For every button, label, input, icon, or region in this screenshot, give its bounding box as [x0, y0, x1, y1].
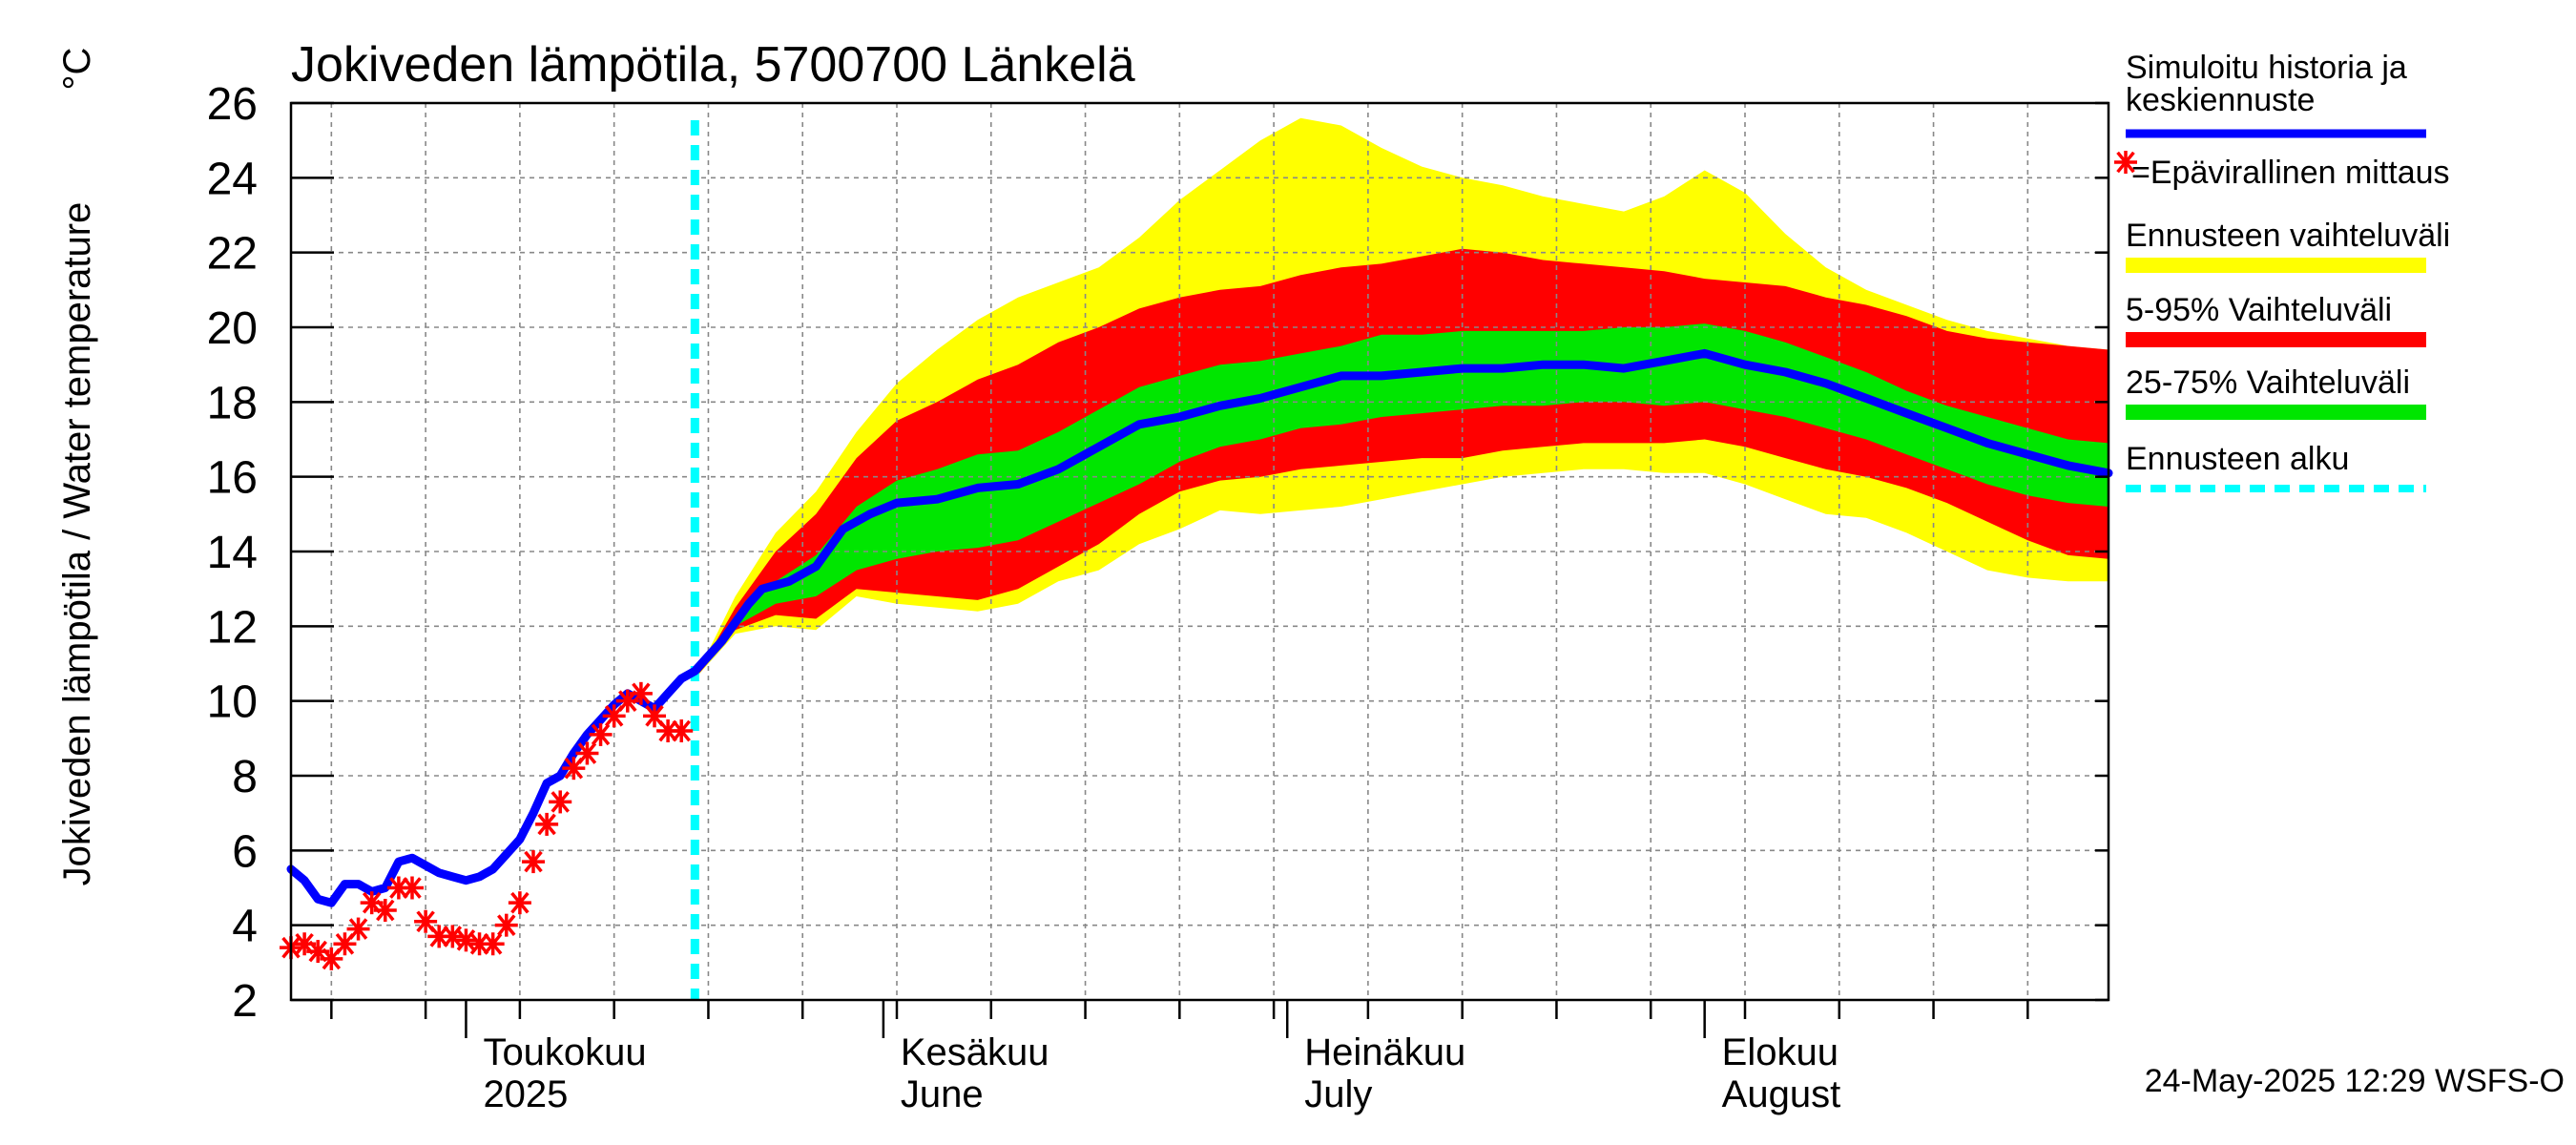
y-axis-unit: °C — [56, 48, 98, 91]
legend-swatch — [2114, 151, 2137, 174]
legend-item: 5-95% Vaihteluväli — [2126, 292, 2426, 347]
x-tick-sublabel: July — [1304, 1073, 1372, 1115]
y-tick-label: 2 — [232, 976, 258, 1027]
observation-point — [346, 917, 370, 941]
legend-label: Ennusteen alku — [2126, 441, 2349, 477]
legend-label: Simuloitu historia ja — [2126, 50, 2407, 86]
x-tick-label: Toukokuu — [483, 1031, 646, 1073]
y-tick-label: 10 — [207, 677, 258, 728]
legend-item: 25-75% Vaihteluväli — [2126, 364, 2426, 420]
observation-point — [454, 928, 478, 952]
legend-label: Ennusteen vaihteluväli — [2126, 218, 2450, 254]
y-tick-label: 16 — [207, 453, 258, 504]
axes: 2468101214161820222426Toukokuu2025Kesäku… — [207, 79, 2110, 1115]
y-tick-label: 22 — [207, 229, 258, 280]
forecast-bands — [695, 117, 2109, 679]
observation-point — [373, 899, 397, 922]
observation-point — [522, 850, 545, 874]
y-tick-label: 14 — [207, 528, 258, 578]
grid — [291, 103, 2109, 1000]
timestamp: 24-May-2025 12:29 WSFS-O — [2145, 1063, 2565, 1099]
observation-point — [401, 876, 424, 900]
legend-swatch — [2126, 258, 2426, 273]
y-tick-label: 12 — [207, 602, 258, 653]
legend-label: keskiennuste — [2126, 82, 2315, 118]
y-tick-label: 20 — [207, 303, 258, 354]
p25-75-band — [695, 323, 2109, 679]
observation-point — [414, 909, 438, 933]
x-tick-label: Kesäkuu — [901, 1031, 1049, 1073]
y-tick-label: 8 — [232, 752, 258, 802]
observation-point — [575, 741, 599, 765]
observation-point — [589, 722, 613, 746]
chart-title: Jokiveden lämpötila, 5700700 Länkelä — [291, 37, 1135, 93]
legend-swatch — [2126, 332, 2426, 347]
x-tick-sublabel: June — [901, 1073, 984, 1115]
x-tick-label: Heinäkuu — [1304, 1031, 1465, 1073]
y-axis-label: Jokiveden lämpötila / Water temperature — [56, 202, 98, 886]
legend-item: Ennusteen alku — [2126, 441, 2426, 492]
y-tick-label: 18 — [207, 378, 258, 428]
observation-point — [508, 891, 531, 915]
y-tick-label: 26 — [207, 79, 258, 130]
observation-point — [320, 947, 343, 970]
observation-point — [629, 681, 653, 705]
y-tick-label: 4 — [232, 902, 258, 952]
legend-label: 25-75% Vaihteluväli — [2126, 364, 2410, 401]
x-tick-sublabel: 2025 — [483, 1073, 568, 1115]
legend-label: 5-95% Vaihteluväli — [2126, 292, 2392, 328]
legend-label: =Epävirallinen mittaus — [2131, 155, 2450, 191]
x-tick-sublabel: August — [1722, 1073, 1841, 1115]
observation-point — [549, 790, 572, 814]
observation-point — [441, 925, 465, 948]
legend-item: Ennusteen vaihteluväli — [2126, 218, 2450, 273]
y-tick-label: 6 — [232, 826, 258, 877]
observation-point — [535, 812, 559, 836]
simulated-line — [286, 348, 2113, 907]
observation-point — [670, 719, 694, 742]
legend-swatch — [2126, 405, 2426, 420]
legend-item: =Epävirallinen mittaus — [2114, 151, 2450, 191]
y-tick-label: 24 — [207, 154, 258, 204]
observation-point — [386, 876, 410, 900]
observation-point — [481, 932, 505, 956]
x-tick-label: Elokuu — [1722, 1031, 1839, 1073]
observation-point — [494, 913, 518, 937]
